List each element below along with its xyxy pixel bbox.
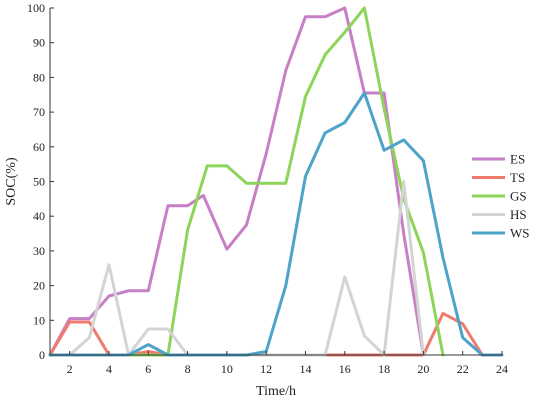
legend-label-ts: TS — [510, 170, 525, 185]
y-tick-label: 70 — [33, 105, 45, 119]
x-tick-label: 2 — [67, 362, 73, 376]
y-tick-label: 20 — [33, 279, 45, 293]
legend: ES TS GS HS WS — [472, 152, 530, 241]
x-axis-label: Time/h — [256, 384, 296, 399]
y-tick-label: 100 — [27, 1, 45, 15]
x-tick-label: 10 — [221, 362, 233, 376]
y-tick-label: 90 — [33, 36, 45, 50]
x-tick-label: 14 — [299, 362, 311, 376]
series-line-es — [48, 6, 425, 357]
y-tick-label: 80 — [33, 70, 45, 84]
series-line-hs — [48, 180, 425, 357]
y-tick-label: 60 — [33, 140, 45, 154]
y-tick-label: 40 — [33, 209, 45, 223]
legend-label-gs: GS — [510, 189, 527, 204]
y-tick-label: 10 — [33, 313, 45, 327]
x-tick-label: 4 — [106, 362, 112, 376]
y-tick-label: 50 — [33, 175, 45, 189]
series-line-gs — [127, 6, 445, 357]
plot-area — [48, 6, 504, 357]
x-tick-label: 18 — [378, 362, 390, 376]
x-tick-label: 24 — [496, 362, 508, 376]
legend-label-es: ES — [510, 152, 525, 167]
y-axis-label: SOC(%) — [4, 157, 19, 206]
x-tick-label: 6 — [145, 362, 151, 376]
legend-label-ws: WS — [510, 226, 530, 241]
x-tick-label: 8 — [185, 362, 191, 376]
x-tick-label: 12 — [260, 362, 272, 376]
x-tick-label: 20 — [417, 362, 429, 376]
y-tick-label: 0 — [39, 348, 45, 362]
x-tick-label: 16 — [339, 362, 351, 376]
x-tick-label: 22 — [457, 362, 469, 376]
y-tick-label: 30 — [33, 244, 45, 258]
legend-label-hs: HS — [510, 207, 527, 222]
